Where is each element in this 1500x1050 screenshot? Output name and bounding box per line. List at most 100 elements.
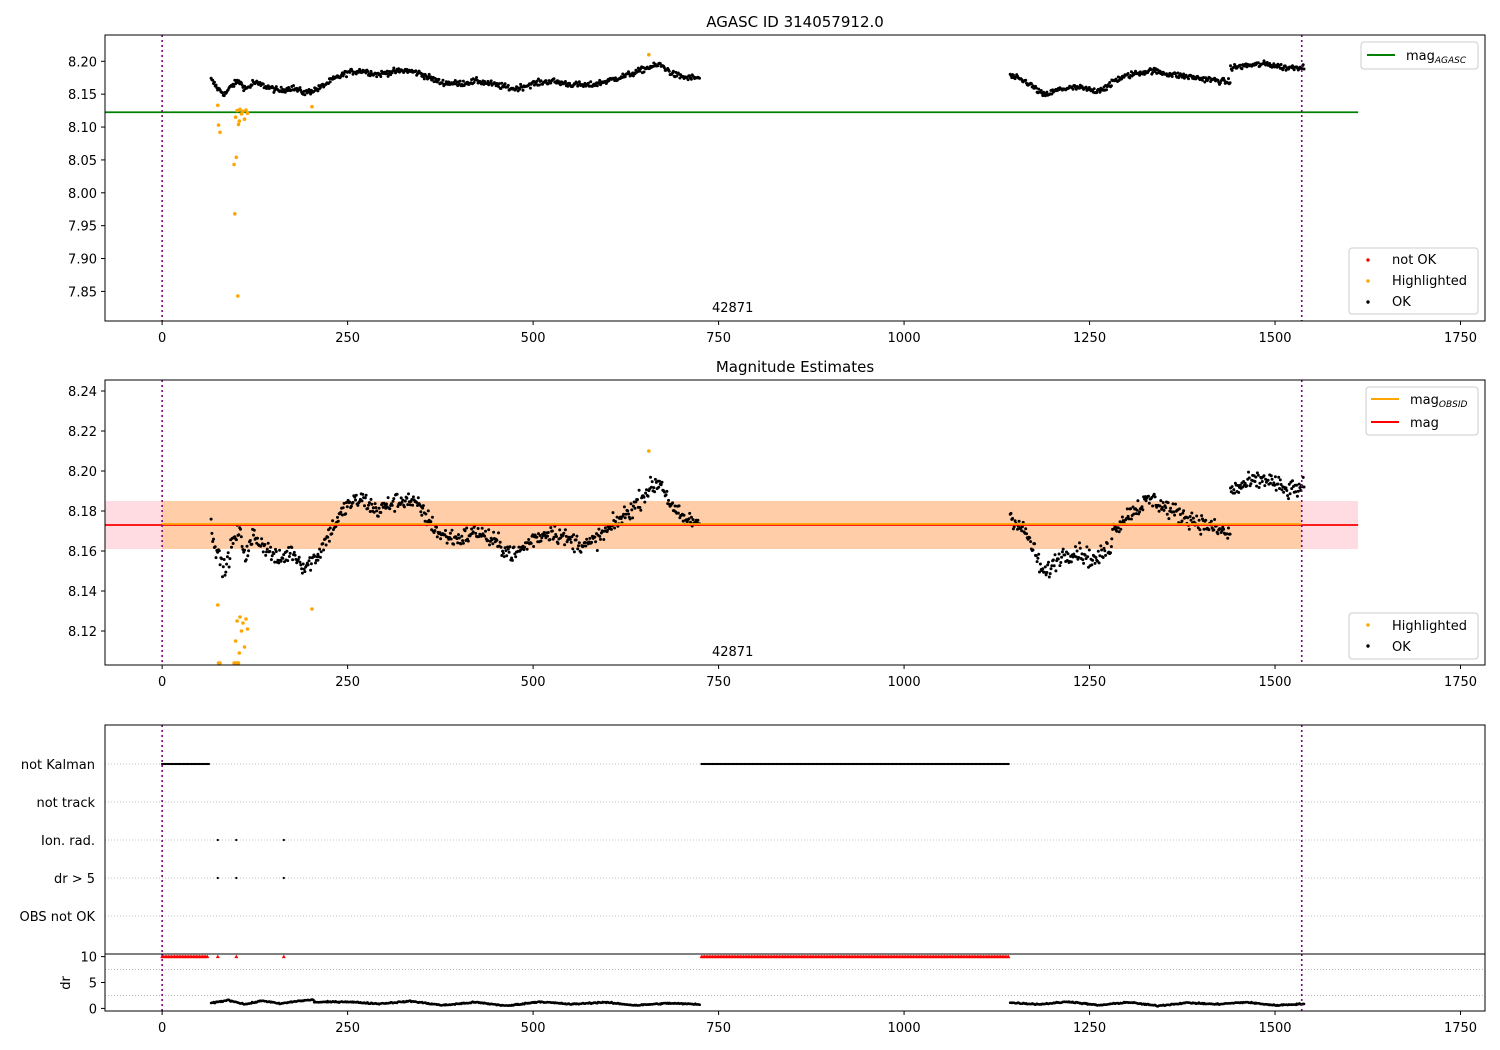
- magnitude-ok-point: [572, 550, 576, 554]
- magnitude-ok-point: [1197, 518, 1201, 522]
- agasc-highlighted-point: [245, 111, 250, 115]
- magnitude-ok-point: [1262, 474, 1266, 478]
- magnitude-ok-point: [292, 550, 296, 554]
- magnitude-ok-point: [411, 503, 415, 507]
- magnitude-ok-point: [1077, 556, 1081, 559]
- magnitude-ok-point: [423, 519, 427, 523]
- magnitude-ok-point: [477, 535, 481, 539]
- magnitude-ok-point: [301, 562, 305, 566]
- magnitude-ok-point: [411, 495, 415, 499]
- legend-highlighted-marker: [1366, 623, 1370, 627]
- agasc-ok-point: [458, 79, 462, 83]
- magnitude-ok-point: [1041, 567, 1045, 571]
- magnitude-ok-point: [240, 545, 244, 548]
- agasc-ok-point: [1105, 88, 1108, 92]
- magnitude-ok-point: [1165, 512, 1169, 516]
- magnitude-ytick-label: 8.24: [68, 385, 97, 400]
- magnitude-ok-point: [421, 506, 425, 510]
- magnitude-ok-point: [1082, 561, 1086, 565]
- agasc-highlighted-point: [244, 108, 248, 112]
- magnitude-ok-point: [331, 519, 335, 523]
- agasc-ok-point: [1182, 72, 1186, 76]
- legend-highlighted-label: Highlighted: [1392, 619, 1467, 634]
- magnitude-ok-point: [452, 542, 456, 546]
- agasc-highlighted-point: [216, 103, 220, 108]
- magnitude-ok-point: [1046, 563, 1050, 567]
- agasc-ok-point: [1024, 78, 1028, 82]
- magnitude-ok-point: [1230, 485, 1234, 489]
- magnitude-ok-point: [599, 537, 602, 541]
- agasc-ok-point: [427, 72, 431, 76]
- agasc-ok-point: [233, 78, 237, 82]
- magnitude-highlighted-point: [238, 615, 242, 619]
- magnitude-ok-point: [572, 533, 576, 537]
- magnitude-ok-point: [1116, 526, 1120, 530]
- agasc-ok-point: [440, 81, 444, 85]
- mag-agasc-legend-main: mag: [1406, 49, 1435, 64]
- magnitude-ok-point: [1158, 504, 1162, 508]
- magnitude-ok-point: [1061, 547, 1065, 551]
- magnitude-ok-point: [642, 495, 646, 499]
- magnitude-ok-point: [419, 510, 423, 514]
- magnitude-ok-point: [268, 549, 272, 553]
- magnitude-ok-point: [471, 530, 475, 534]
- magnitude-ok-point: [368, 510, 372, 513]
- magnitude-ok-point: [246, 554, 250, 558]
- magnitude-ok-point: [623, 516, 627, 520]
- magnitude-ok-point: [499, 545, 503, 549]
- magnitude-ok-point: [324, 543, 328, 547]
- agasc-ok-point: [248, 85, 252, 89]
- magnitude-ok-point: [221, 565, 225, 569]
- magnitude-ok-point: [361, 492, 365, 496]
- agasc-ok-point: [537, 77, 540, 81]
- magnitude-ok-point: [1048, 572, 1052, 576]
- magnitude-ok-point: [303, 570, 307, 574]
- magnitude-ok-point: [689, 520, 692, 524]
- mag-agasc-legend-label: magAGASC: [1406, 49, 1467, 66]
- magnitude-ok-point: [598, 534, 602, 538]
- magnitude-ok-point: [1028, 536, 1032, 540]
- magnitude-ok-point: [1232, 488, 1236, 492]
- magnitude-ok-point: [313, 554, 317, 558]
- magnitude-ok-point: [1207, 528, 1211, 532]
- agasc-ok-point: [698, 76, 701, 80]
- magnitude-ok-point: [497, 531, 500, 535]
- agasc-ok-point: [1071, 87, 1075, 91]
- agasc-ok-point: [1187, 77, 1190, 81]
- magnitude-ok-point: [1182, 509, 1186, 513]
- magnitude-ok-point: [326, 535, 330, 539]
- agasc-ok-point: [392, 66, 396, 70]
- magnitude-ok-point: [405, 496, 409, 500]
- magnitude-ok-point: [435, 535, 439, 539]
- magnitude-ok-point: [622, 505, 626, 509]
- magnitude-ok-point: [364, 493, 368, 497]
- magnitude-ok-point: [1094, 556, 1098, 559]
- magnitude-ok-point: [376, 514, 380, 518]
- magnitude-axes-frame: [104, 379, 1486, 666]
- magnitude-ok-point: [1033, 542, 1037, 546]
- agasc-ok-point: [535, 79, 539, 83]
- magnitude-ok-point: [302, 567, 306, 571]
- magnitude-ok-point: [564, 534, 568, 538]
- magnitude-ok-point: [681, 519, 685, 523]
- agasc-ytick-label: 8.20: [68, 55, 97, 70]
- agasc-ok-point: [1272, 62, 1276, 66]
- magnitude-ok-point: [1038, 570, 1041, 574]
- agasc-ok-point: [1126, 72, 1130, 75]
- magnitude-ok-point: [1074, 545, 1077, 549]
- points-legend-1: not OK Highlighted OK: [1348, 247, 1479, 315]
- dr-xtick-label: 750: [706, 1021, 731, 1036]
- magnitude-ok-point: [1052, 564, 1056, 568]
- magnitude-ok-point: [1287, 497, 1290, 501]
- magnitude-ok-point: [628, 517, 632, 521]
- magnitude-ok-point: [456, 541, 460, 545]
- magnitude-ok-point: [540, 536, 544, 540]
- mag-obsid-legend-sub: OBSID: [1439, 400, 1468, 410]
- magnitude-ok-point: [298, 560, 302, 564]
- magnitude-ok-point: [444, 529, 447, 532]
- magnitude-ok-point: [327, 539, 331, 543]
- flag-label-obs-not-ok: OBS not OK: [20, 910, 96, 925]
- magnitude-ok-point: [1066, 552, 1070, 556]
- magnitude-ok-point: [273, 560, 277, 564]
- magnitude-ok-point: [677, 504, 681, 508]
